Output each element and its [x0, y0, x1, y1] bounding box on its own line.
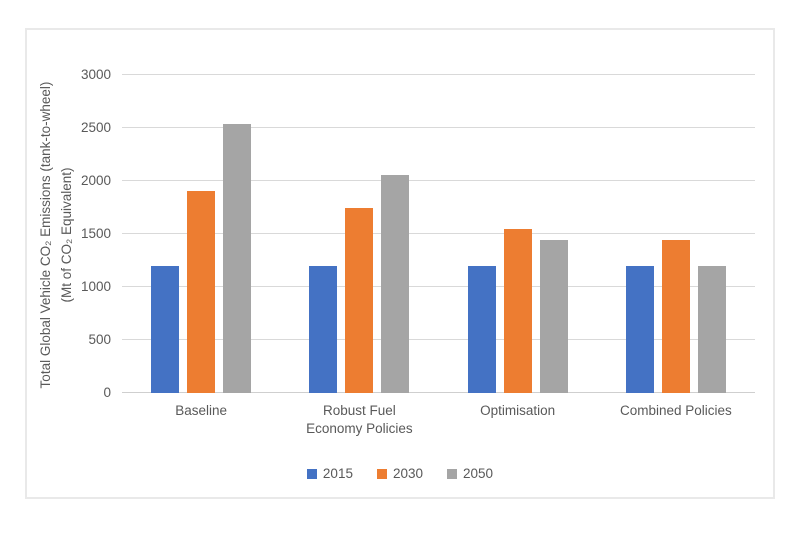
chart-frame: Total Global Vehicle CO₂ Emissions (tank…: [25, 28, 775, 499]
bar-2015: [625, 265, 654, 393]
y-axis-tick-labels: 0 500 1000 1500 2000 2500 3000: [27, 67, 111, 400]
y-tick-label: 1000: [80, 278, 111, 294]
gridline: [122, 233, 755, 234]
bar-2050: [539, 240, 568, 393]
y-tick-label: 2000: [80, 172, 111, 188]
legend-label: 2015: [322, 466, 353, 481]
y-tick-label: 2500: [80, 119, 111, 135]
x-axis-line: [122, 392, 755, 393]
gridline: [122, 127, 755, 128]
legend-swatch-icon: [306, 469, 317, 479]
bar-2030: [345, 207, 374, 393]
bar-group-combined-policies: [597, 75, 755, 393]
bar-2030: [503, 228, 532, 393]
legend-label: 2050: [463, 466, 494, 481]
bar-2015: [467, 265, 496, 393]
gridline: [122, 180, 755, 181]
bar-group-optimisation: [439, 75, 597, 393]
bar-group-baseline: [122, 75, 280, 393]
legend: 2015 2030 2050: [27, 467, 773, 481]
bar-2015: [151, 265, 180, 393]
bar-group-robust-fuel-economy-policies: [280, 75, 438, 393]
y-tick-label: 500: [88, 332, 111, 347]
legend-swatch-icon: [447, 469, 458, 479]
y-tick-label: 3000: [80, 67, 111, 82]
x-axis-category-labels: Baseline Robust Fuel Economy Policies Opti…: [122, 402, 755, 438]
x-category-label: Combined Policies: [619, 403, 732, 418]
bar-2030: [661, 240, 690, 393]
bar-2050: [697, 265, 726, 393]
bar-2015: [309, 265, 338, 393]
legend-label: 2030: [392, 466, 424, 481]
plot-area: [122, 74, 755, 393]
legend-item-2030: 2030: [376, 466, 424, 481]
x-category-label: Robust Fuel Economy Policies: [306, 403, 413, 436]
gridline: [122, 74, 755, 75]
bar-2050: [381, 174, 410, 393]
bar-2030: [187, 190, 216, 393]
y-tick-label: 1500: [80, 226, 111, 241]
gridline: [122, 339, 755, 340]
y-tick-label: 0: [103, 385, 111, 400]
legend-swatch-icon: [376, 469, 387, 479]
legend-item-2015: 2015: [306, 466, 353, 481]
bar-2050: [223, 123, 252, 393]
legend-item-2050: 2050: [447, 467, 493, 481]
gridline: [122, 286, 755, 287]
bar-groups: [122, 75, 755, 393]
x-category-label: Optimisation: [480, 403, 556, 418]
x-category-label: Baseline: [175, 403, 228, 418]
